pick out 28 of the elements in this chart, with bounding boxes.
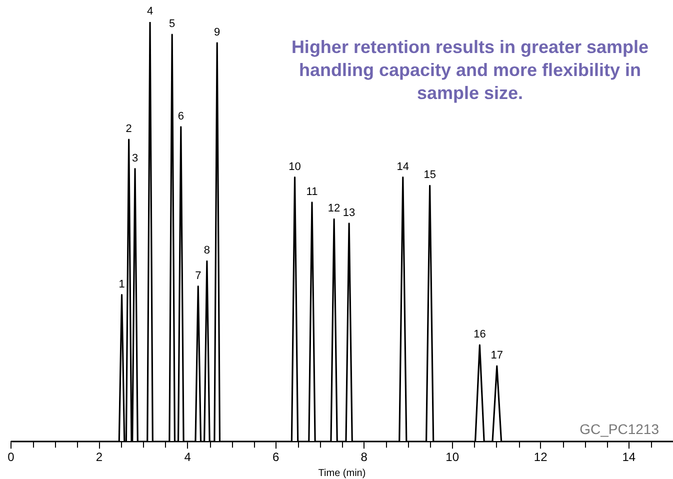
text: Higher retention results in greater sample handling capacity and more flexibility in sample size. (290, 36, 650, 105)
annotation: 6 (178, 110, 184, 122)
x-tick-label: 10 (446, 450, 460, 464)
x-tick-label: 12 (534, 450, 548, 464)
annotation: 5 (169, 18, 176, 30)
annotation: 13 (342, 206, 356, 219)
annotation: 17 (490, 350, 504, 362)
annotation: 10 (288, 160, 301, 173)
x-tick-label: 6 (272, 450, 280, 464)
annotation: 8 (204, 244, 210, 257)
x-tick-label: 8 (360, 450, 368, 464)
annotation: 1 (118, 278, 125, 290)
x-tick-label: 2 (96, 450, 103, 464)
annotation: GC_PC1213 (580, 421, 659, 437)
annotation: 11 (306, 186, 318, 198)
annotation: 15 (424, 169, 436, 182)
x-tick-label: 4 (184, 450, 192, 464)
x-tick-label: 0 (8, 450, 15, 464)
x-tick-label: 14 (622, 450, 636, 464)
annotation: 3 (132, 152, 138, 164)
annotation: 12 (328, 202, 340, 215)
annotation: 4 (146, 6, 154, 18)
annotation: 2 (126, 123, 132, 136)
annotation: 7 (195, 270, 202, 282)
annotation: 14 (396, 160, 410, 173)
annotation: 16 (474, 328, 486, 341)
x-axis-title: Time (min) (318, 468, 366, 479)
annotation: 9 (214, 26, 220, 39)
